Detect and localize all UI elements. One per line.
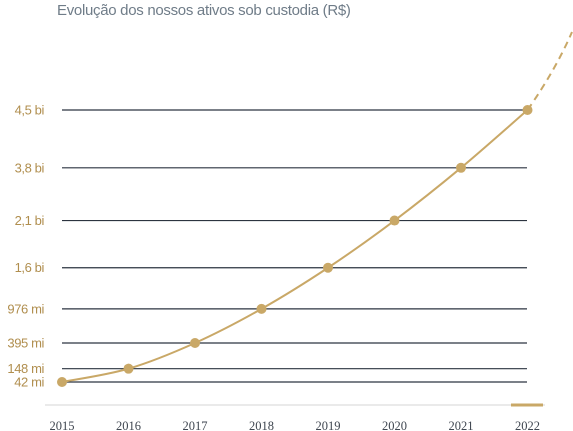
data-point bbox=[456, 162, 466, 173]
y-tick-label: 148 mi bbox=[7, 361, 44, 376]
chart-title: Evolução dos nossos ativos sob custodia … bbox=[57, 2, 351, 19]
data-point bbox=[190, 337, 200, 348]
data-point bbox=[522, 105, 533, 115]
x-tick-label: 2015 bbox=[50, 419, 75, 431]
x-tick-label: 2020 bbox=[382, 419, 407, 431]
x-tick-label: 2021 bbox=[449, 419, 474, 431]
data-point bbox=[123, 363, 134, 374]
x-tick-label: 2018 bbox=[249, 419, 274, 431]
data-point bbox=[389, 215, 400, 226]
y-tick-label: 4,5 bi bbox=[15, 103, 45, 118]
x-tick-label: 2017 bbox=[183, 419, 208, 431]
y-tick-label: 3,8 bi bbox=[15, 160, 45, 175]
series-line bbox=[61, 109, 529, 383]
y-tick-label: 1,6 bi bbox=[15, 260, 45, 275]
x-tick-label: 2019 bbox=[316, 419, 341, 431]
y-tick-label: 42 mi bbox=[14, 375, 44, 390]
data-point bbox=[57, 377, 67, 387]
data-point bbox=[323, 262, 333, 273]
x-tick-label: 2022 bbox=[515, 419, 540, 431]
data-point bbox=[256, 303, 267, 314]
x-tick-label: 2016 bbox=[116, 419, 141, 431]
projection-line bbox=[526, 31, 573, 111]
y-tick-label: 395 mi bbox=[7, 335, 44, 350]
y-tick-label: 2,1 bi bbox=[15, 213, 45, 228]
y-tick-label: 976 mi bbox=[7, 301, 44, 316]
